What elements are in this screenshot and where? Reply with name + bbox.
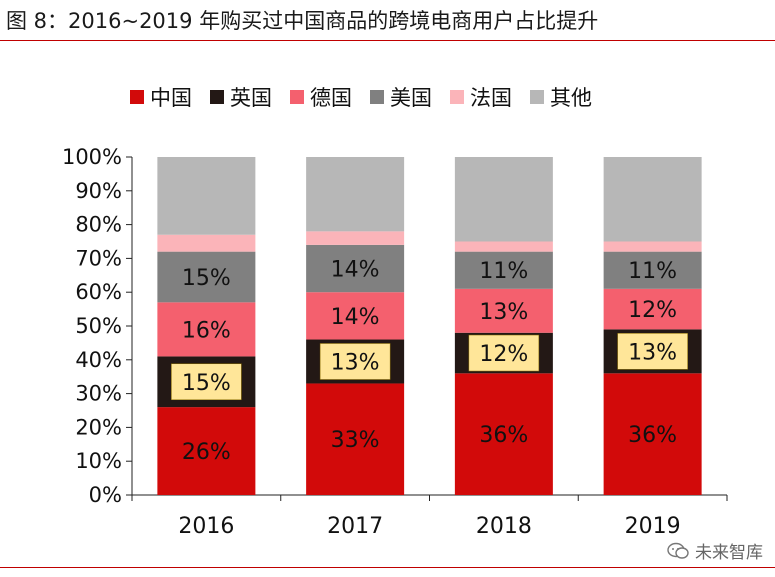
- data-label-box: [468, 334, 540, 372]
- legend-label: 法国: [470, 86, 512, 110]
- footer-rule: [0, 567, 775, 568]
- legend-item: 法国: [450, 82, 512, 112]
- data-label: 16%: [182, 318, 231, 343]
- data-label-box: [617, 333, 688, 370]
- bar-segment: [306, 383, 405, 495]
- y-tick-label: 40%: [75, 348, 122, 372]
- data-label: 33%: [331, 428, 380, 453]
- bar-segment: [306, 244, 405, 293]
- x-tick-label: 2019: [625, 514, 681, 539]
- legend-item: 美国: [370, 82, 432, 112]
- y-tick-label: 20%: [75, 415, 122, 439]
- y-tick-label: 90%: [75, 179, 122, 203]
- data-label: 13%: [331, 350, 380, 375]
- bar-segment: [454, 157, 553, 242]
- legend-label: 美国: [390, 86, 432, 110]
- y-tick-label: 70%: [75, 246, 122, 270]
- bar-segment: [157, 251, 256, 303]
- title-rule: [0, 40, 775, 41]
- bar-segment: [603, 251, 702, 289]
- bar-segment: [454, 251, 553, 289]
- legend-label: 德国: [310, 86, 352, 110]
- legend: 中国 英国 德国 美国 法国 其他: [130, 82, 610, 112]
- x-tick-label: 2018: [476, 514, 532, 539]
- chart-title: 图 8：2016~2019 年购买过中国商品的跨境电商用户占比提升: [6, 9, 599, 33]
- wechat-icon: [667, 542, 689, 559]
- legend-label: 英国: [230, 86, 272, 110]
- bar-segment: [603, 373, 702, 495]
- y-tick-label: 30%: [75, 382, 122, 406]
- bar-segment: [306, 231, 405, 245]
- data-label: 13%: [479, 300, 528, 325]
- bar-segment: [454, 288, 553, 333]
- bar-segment: [306, 292, 405, 340]
- bar-segment: [157, 407, 256, 495]
- y-tick-label: 80%: [75, 213, 122, 237]
- bar-segment: [157, 302, 256, 357]
- data-label: 36%: [479, 423, 528, 448]
- data-label: 12%: [628, 298, 677, 323]
- bar-segment: [157, 157, 256, 235]
- legend-swatch: [210, 90, 224, 104]
- y-tick-label: 0%: [89, 483, 122, 507]
- data-label: 26%: [182, 440, 231, 465]
- data-label: 36%: [628, 423, 677, 448]
- x-tick-label: 2017: [327, 514, 383, 539]
- y-tick-label: 100%: [62, 145, 122, 169]
- data-label: 15%: [182, 371, 231, 396]
- legend-item: 德国: [290, 82, 352, 112]
- data-label: 14%: [331, 305, 380, 330]
- x-tick-label: 2016: [178, 514, 234, 539]
- data-label-box: [171, 363, 242, 401]
- y-tick-label: 10%: [75, 449, 122, 473]
- legend-label: 其他: [550, 86, 592, 110]
- legend-item: 中国: [130, 82, 192, 112]
- data-label: 15%: [182, 266, 231, 291]
- data-label: 11%: [479, 259, 528, 284]
- data-label: 11%: [628, 259, 677, 284]
- bar-segment: [157, 234, 256, 252]
- legend-item: 其他: [530, 82, 592, 112]
- legend-item: 英国: [210, 82, 272, 112]
- data-label: 12%: [479, 342, 528, 367]
- data-label: 14%: [331, 258, 380, 283]
- data-label: 13%: [628, 340, 677, 365]
- watermark: 未来智库: [667, 538, 763, 563]
- bar-segment: [306, 157, 405, 232]
- watermark-text: 未来智库: [695, 543, 763, 563]
- bar-segment: [603, 241, 702, 252]
- legend-swatch: [370, 90, 384, 104]
- y-tick-label: 50%: [75, 314, 122, 338]
- legend-swatch: [530, 90, 544, 104]
- bar-segment: [454, 373, 553, 495]
- data-label-box: [319, 343, 391, 380]
- bar-segment: [603, 288, 702, 330]
- legend-label: 中国: [150, 86, 192, 110]
- legend-swatch: [290, 90, 304, 104]
- bar-segment: [603, 157, 702, 242]
- legend-swatch: [450, 90, 464, 104]
- bar-segment: [454, 241, 553, 252]
- y-tick-label: 60%: [75, 280, 122, 304]
- legend-swatch: [130, 90, 144, 104]
